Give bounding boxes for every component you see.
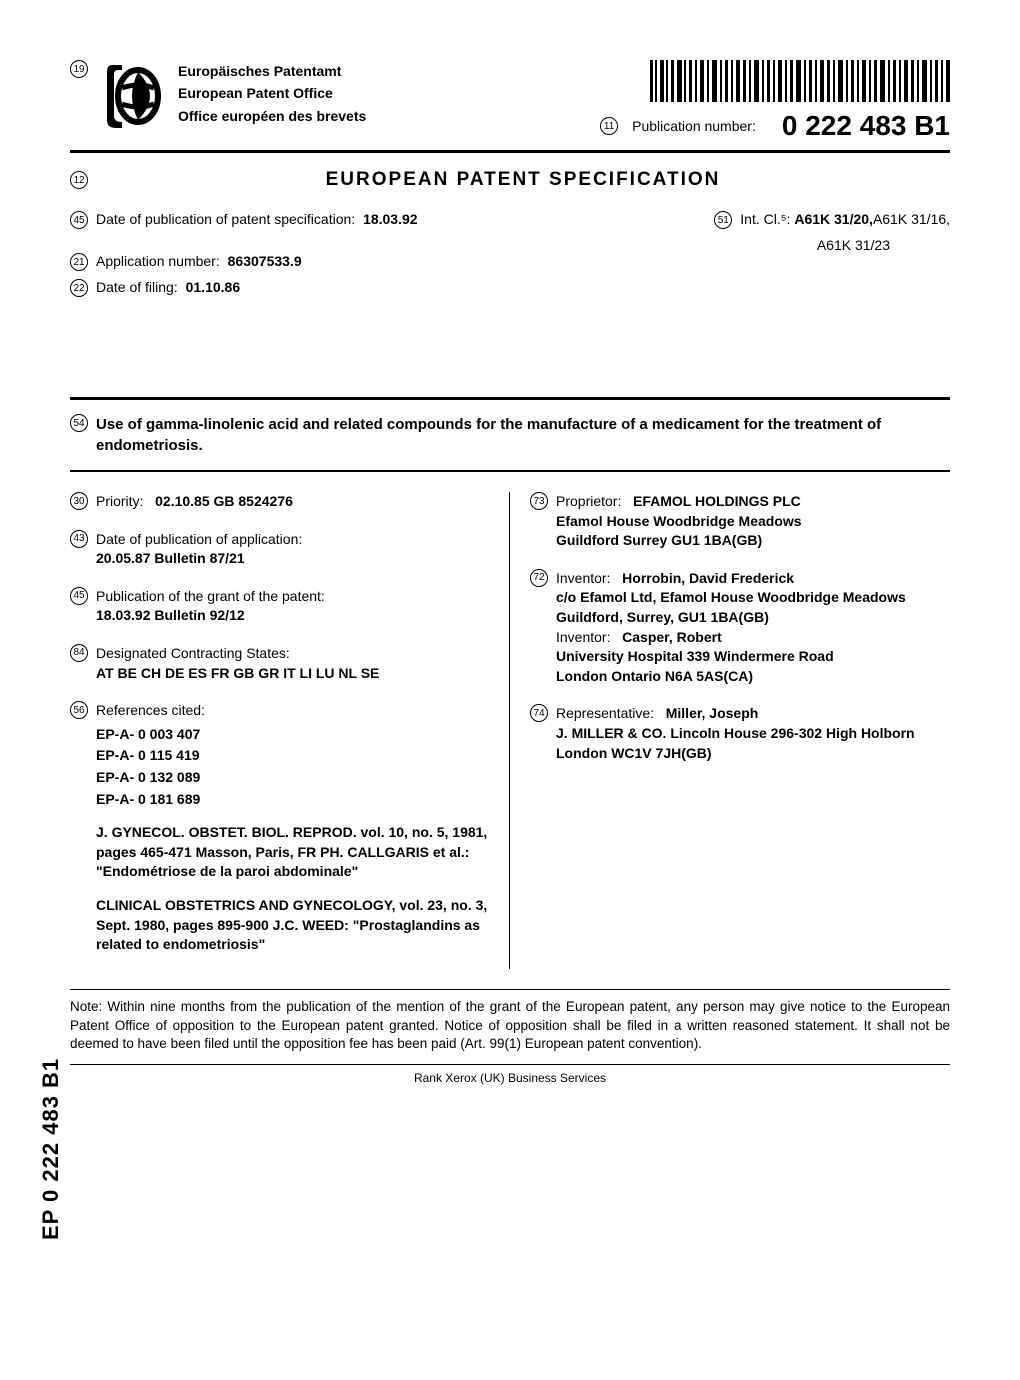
pub-grant-value: 18.03.92 Bulletin 92/12 (96, 606, 325, 626)
inventor-block: 72 Inventor: Horrobin, David Frederick c… (530, 569, 950, 687)
date-pub-app-label: Date of publication of application: (96, 530, 302, 550)
office-name-fr: Office européen des brevets (178, 105, 366, 127)
appnum-line: 21 Application number: 86307533.9 (70, 253, 950, 271)
inventor2-addr1: University Hospital 339 Windermere Road (556, 647, 906, 667)
office-name-en: European Patent Office (178, 82, 366, 104)
intcl-rest: A61K 31/16, (873, 211, 950, 227)
appnum-value: 86307533.9 (228, 253, 302, 269)
header-row: 19 Europäisches Patentamt European Paten… (70, 60, 950, 153)
proprietor-label: Proprietor: (556, 493, 621, 509)
appnum-label: Application number: (96, 253, 220, 269)
right-column: 73 Proprietor: EFAMOL HOLDINGS PLC Efamo… (510, 492, 950, 969)
pubnum-value: 0 222 483 B1 (782, 110, 950, 142)
date-pub-spec-label: Date of publication of patent specificat… (96, 211, 355, 227)
pubnum-line: 11 Publication number: 0 222 483 B1 (600, 110, 950, 142)
barcode-icon (650, 60, 950, 102)
priority-value: 02.10.85 GB 8524276 (155, 493, 293, 509)
date-pub-app-value: 20.05.87 Bulletin 87/21 (96, 549, 302, 569)
pub-grant-block: 45 Publication of the grant of the paten… (70, 587, 489, 626)
ref-4: EP-A- 0 181 689 (96, 790, 489, 810)
circle-45: 45 (70, 211, 88, 229)
intcl-line2: A61K 31/23 (70, 237, 950, 253)
ref-3: EP-A- 0 132 089 (96, 768, 489, 788)
circle-12: 12 (70, 171, 88, 189)
inventor1-addr2: Guildford, Surrey, GU1 1BA(GB) (556, 608, 906, 628)
states-block: 84 Designated Contracting States: AT BE … (70, 644, 489, 683)
inventor2-label: Inventor: (556, 629, 610, 645)
circle-11: 11 (600, 117, 618, 135)
pubnum-label: Publication number: (632, 118, 756, 134)
date-pub-app-block: 43 Date of publication of application: 2… (70, 530, 489, 569)
pubnum-column: 11 Publication number: 0 222 483 B1 (600, 60, 950, 142)
office-name-de: Europäisches Patentamt (178, 60, 366, 82)
invention-title: Use of gamma-linolenic acid and related … (96, 414, 950, 456)
note-block: Note: Within nine months from the public… (70, 989, 950, 1055)
states-label: Designated Contracting States: (96, 644, 379, 664)
priority-label: Priority: (96, 493, 143, 509)
representative-addr2: London WC1V 7JH(GB) (556, 744, 915, 764)
ref-6: CLINICAL OBSTETRICS AND GYNECOLOGY, vol.… (96, 896, 489, 955)
circle-51: 51 (714, 211, 732, 229)
inventor-label: Inventor: (556, 570, 610, 586)
date-pub-spec-line: 45 Date of publication of patent specifi… (70, 211, 418, 229)
proprietor-name: EFAMOL HOLDINGS PLC (633, 493, 801, 509)
two-column-body: 30 Priority: 02.10.85 GB 8524276 43 Date… (70, 492, 950, 969)
circle-19: 19 (70, 60, 88, 78)
side-publication-code: EP 0 222 483 B1 (38, 1058, 64, 1240)
date-pub-spec-value: 18.03.92 (363, 211, 418, 227)
logo-column: 19 Europäisches Patentamt European Paten… (70, 60, 366, 130)
footer-text: Rank Xerox (UK) Business Services (414, 1071, 606, 1085)
circle-43: 43 (70, 530, 88, 548)
intcl-label: Int. Cl.⁵: (740, 211, 790, 227)
spec-title-row: 12 EUROPEAN PATENT SPECIFICATION (70, 169, 950, 191)
representative-label: Representative: (556, 705, 654, 721)
office-names: Europäisches Patentamt European Patent O… (178, 60, 366, 127)
intcl-block: 51 Int. Cl.⁵: A61K 31/20, A61K 31/16, (714, 211, 950, 229)
representative-name: Miller, Joseph (666, 705, 759, 721)
pub-grant-label: Publication of the grant of the patent: (96, 587, 325, 607)
left-column: 30 Priority: 02.10.85 GB 8524276 43 Date… (70, 492, 510, 969)
circle-21: 21 (70, 253, 88, 271)
intcl-main: A61K 31/20, (794, 211, 873, 227)
proprietor-block: 73 Proprietor: EFAMOL HOLDINGS PLC Efamo… (530, 492, 950, 551)
refs-label: References cited: (96, 701, 205, 721)
inventor1-name: Horrobin, David Frederick (622, 570, 794, 586)
states-value: AT BE CH DE ES FR GB GR IT LI LU NL SE (96, 664, 379, 684)
circle-73: 73 (530, 492, 548, 510)
circle-54: 54 (70, 414, 88, 432)
proprietor-addr2: Guildford Surrey GU1 1BA(GB) (556, 531, 802, 551)
ref-5: J. GYNECOL. OBSTET. BIOL. REPROD. vol. 1… (96, 823, 489, 882)
filing-value: 01.10.86 (186, 279, 241, 295)
circle-22: 22 (70, 279, 88, 297)
note-text: Note: Within nine months from the public… (70, 998, 950, 1055)
circle-74: 74 (530, 704, 548, 722)
refs-header: 56 References cited: (70, 701, 489, 721)
ref-2: EP-A- 0 115 419 (96, 746, 489, 766)
proprietor-addr1: Efamol House Woodbridge Meadows (556, 512, 802, 532)
circle-45b: 45 (70, 587, 88, 605)
top-meta-block: 45 Date of publication of patent specifi… (70, 211, 950, 297)
filing-label: Date of filing: (96, 279, 178, 295)
inventor1-addr1: c/o Efamol Ltd, Efamol House Woodbridge … (556, 588, 906, 608)
inventor2-addr2: London Ontario N6A 5AS(CA) (556, 667, 906, 687)
circle-84: 84 (70, 644, 88, 662)
circle-72: 72 (530, 569, 548, 587)
ref-1: EP-A- 0 003 407 (96, 725, 489, 745)
circle-56: 56 (70, 701, 88, 719)
priority-block: 30 Priority: 02.10.85 GB 8524276 (70, 492, 489, 512)
inventor2-name: Casper, Robert (622, 629, 722, 645)
filing-line: 22 Date of filing: 01.10.86 (70, 279, 950, 297)
circle-30: 30 (70, 492, 88, 510)
footer: Rank Xerox (UK) Business Services (70, 1064, 950, 1085)
invention-title-block: 54 Use of gamma-linolenic acid and relat… (70, 397, 950, 472)
representative-block: 74 Representative: Miller, Joseph J. MIL… (530, 704, 950, 763)
representative-addr1: J. MILLER & CO. Lincoln House 296-302 Hi… (556, 724, 915, 744)
epo-logo-icon (102, 60, 162, 130)
spec-title: EUROPEAN PATENT SPECIFICATION (96, 169, 950, 191)
